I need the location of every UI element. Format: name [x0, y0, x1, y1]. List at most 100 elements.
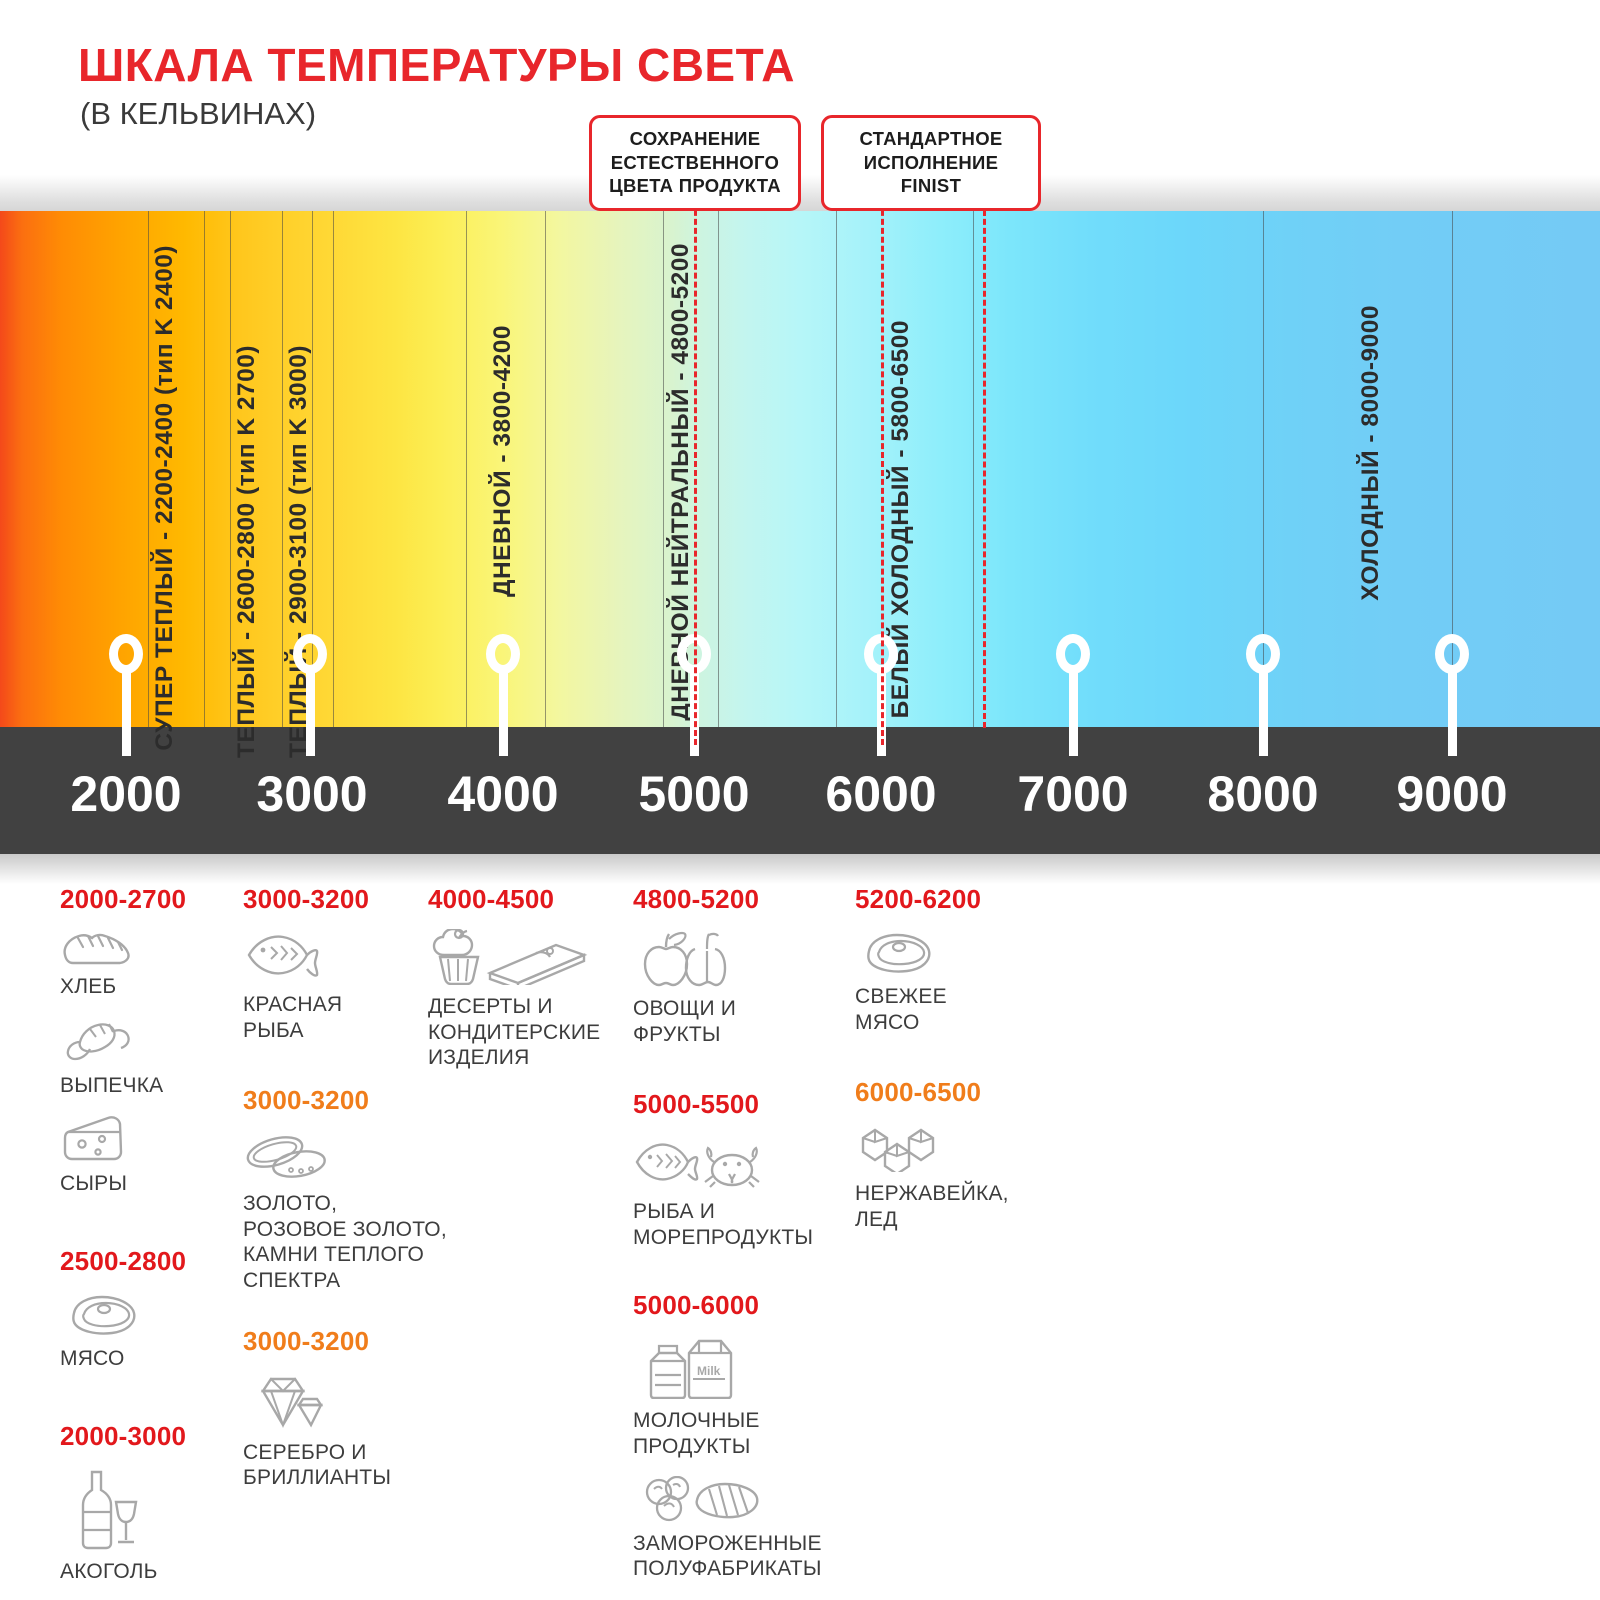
- fish-crab-icon: [633, 1134, 863, 1190]
- item-label: ЗАМОРОЖЕННЫЕ ПОЛУФАБРИКАТЫ: [633, 1531, 822, 1581]
- legend-column-2: 3000-3200 КРАСНАЯ РЫБА 3000-3200: [243, 884, 483, 1491]
- band-label-cold: ХОЛОДНЫЙ - 8000-9000: [1357, 305, 1384, 601]
- band-label-line1: ТЕПЛЫЙ - 2600-2800: [233, 502, 260, 758]
- range-label: 2000-2700: [60, 884, 187, 914]
- item-label: СВЕЖЕЕ МЯСО: [855, 985, 947, 1034]
- band-divider: [204, 211, 205, 727]
- steak-icon: [855, 931, 1055, 975]
- marker-line-natural: [694, 183, 697, 745]
- legend-item: [60, 1114, 240, 1162]
- range-label: 3000-3200: [243, 884, 370, 914]
- milk-carton-icon: Milk: [641, 1335, 863, 1400]
- item-label: ДЕСЕРТЫ И КОНДИТЕРСКИЕ ИЗДЕЛИЯ: [428, 995, 601, 1070]
- spectrum-gradient: [0, 211, 1600, 727]
- pin-head-icon: [293, 634, 327, 674]
- scale-pin-8000: [1246, 634, 1280, 756]
- tick-label-2000: 2000: [70, 766, 182, 822]
- item-label: СЫРЫ: [60, 1172, 128, 1196]
- band-label-line1: ДНЕВНОЙ - 3800-4200: [489, 325, 516, 597]
- croissant-icon: [60, 1016, 240, 1064]
- page-title: ШКАЛА ТЕМПЕРАТУРЫ СВЕТА: [78, 39, 796, 91]
- callout-line: СТАНДАРТНОЕ: [859, 128, 1003, 149]
- pin-stem: [305, 672, 315, 756]
- band-divider: [282, 211, 283, 727]
- legend-column-5: 5200-6200 СВЕЖЕЕ МЯСО 6000-6500: [855, 884, 1055, 1232]
- range-label: 3000-3200: [243, 1325, 370, 1356]
- scale-pin-3000: [293, 634, 327, 756]
- scale-pin-2000: [109, 634, 143, 756]
- band-label-warm-2700: ТЕПЛЫЙ - 2600-2800 (тип K 2700): [233, 345, 260, 758]
- pin-head-icon: [486, 634, 520, 674]
- range-label: 2000-3000: [60, 1421, 187, 1452]
- band-divider: [1452, 211, 1453, 727]
- range-label: 4800-5200: [633, 884, 760, 914]
- band-divider: [663, 211, 664, 727]
- tick-label-4000: 4000: [447, 766, 559, 822]
- band-label-line2: 5800-6500: [887, 320, 914, 442]
- legend-item: [855, 931, 1055, 975]
- band-divider: [148, 211, 149, 727]
- band-label-daylight: ДНЕВНОЙ - 3800-4200: [489, 325, 516, 597]
- ice-cubes-icon: [855, 1124, 1055, 1173]
- item-label: МЯСО: [60, 1346, 125, 1370]
- band-label-line2: (тип K 2400): [151, 245, 178, 395]
- band-divider: [230, 211, 231, 727]
- callout-finist-standard: СТАНДАРТНОЕ ИСПОЛНЕНИЕ FINIST: [821, 115, 1041, 212]
- bottle-glass-icon: [70, 1468, 240, 1550]
- item-label: ХЛЕБ: [60, 975, 117, 998]
- pin-stem: [1068, 672, 1078, 756]
- legend-item: [70, 1468, 240, 1550]
- range-label: 5000-6000: [633, 1290, 760, 1321]
- scale-bottom-shadow: [0, 854, 1600, 884]
- band-label-line1: СУПЕР ТЕПЛЫЙ - 2200-2400: [151, 402, 178, 751]
- kelvin-spectrum-bar: [0, 211, 1600, 727]
- band-label-line2: (тип K 2700): [233, 345, 260, 495]
- legend-item: [633, 1134, 863, 1190]
- pin-head-icon: [109, 634, 143, 674]
- band-label-line2: 4800-5200: [667, 243, 694, 365]
- range-label: 4000-4500: [428, 884, 555, 914]
- band-label-line2: (тип K 3000): [285, 345, 312, 495]
- tick-label-9000: 9000: [1396, 766, 1508, 822]
- band-label-line1: ХОЛОДНЫЙ - 8000-9000: [1357, 305, 1384, 601]
- diamond-icon: [257, 1373, 483, 1431]
- callout-line: СОХРАНЕНИЕ: [629, 128, 761, 149]
- band-divider: [312, 211, 313, 727]
- legend-item: Milk: [641, 1335, 863, 1400]
- page-subtitle: (В КЕЛЬВИНАХ): [80, 96, 317, 131]
- legend-column-4: 4800-5200 ОВОЩИ И ФРУКТЫ 5000-5500: [633, 884, 863, 1582]
- item-label: КРАСНАЯ РЫБА: [243, 993, 343, 1042]
- band-divider: [718, 211, 719, 727]
- range-label: 5000-5500: [633, 1089, 760, 1120]
- item-label: НЕРЖАВЕЙКА, ЛЕД: [855, 1182, 1009, 1231]
- marker-line-finist-high: [983, 183, 986, 728]
- tick-label-8000: 8000: [1207, 766, 1319, 822]
- callout-line: ЦВЕТА ПРОДУКТА: [609, 175, 781, 197]
- rings-icon: [243, 1132, 483, 1182]
- cheese-icon: [60, 1114, 240, 1162]
- band-divider: [466, 211, 467, 727]
- cupcake-cake-icon: [428, 929, 628, 985]
- scale-pin-4000: [486, 634, 520, 756]
- range-label: 2500-2800: [60, 1245, 187, 1276]
- legend-item: [243, 1132, 483, 1182]
- pin-head-icon: [1435, 634, 1469, 674]
- legend-item: [855, 1124, 1055, 1173]
- kelvin-scale-strip: [0, 727, 1600, 854]
- pin-head-icon: [1056, 634, 1090, 674]
- steak-icon: [60, 1293, 240, 1337]
- item-label: СЕРЕБРО И БРИЛЛИАНТЫ: [243, 1440, 392, 1490]
- svg-text:Milk: Milk: [697, 1364, 721, 1378]
- legend-item: [633, 929, 863, 987]
- tick-label-6000: 6000: [825, 766, 937, 822]
- legend-item: [641, 1475, 863, 1522]
- pin-stem: [498, 672, 508, 756]
- item-label: АКОГОЛЬ: [60, 1560, 158, 1584]
- legend-item: [428, 929, 628, 985]
- legend-item: [60, 1016, 240, 1064]
- pin-stem: [1447, 672, 1457, 756]
- pin-stem: [121, 672, 131, 756]
- legend-item: [243, 931, 483, 983]
- callout-line: ИСПОЛНЕНИЕ: [863, 151, 999, 173]
